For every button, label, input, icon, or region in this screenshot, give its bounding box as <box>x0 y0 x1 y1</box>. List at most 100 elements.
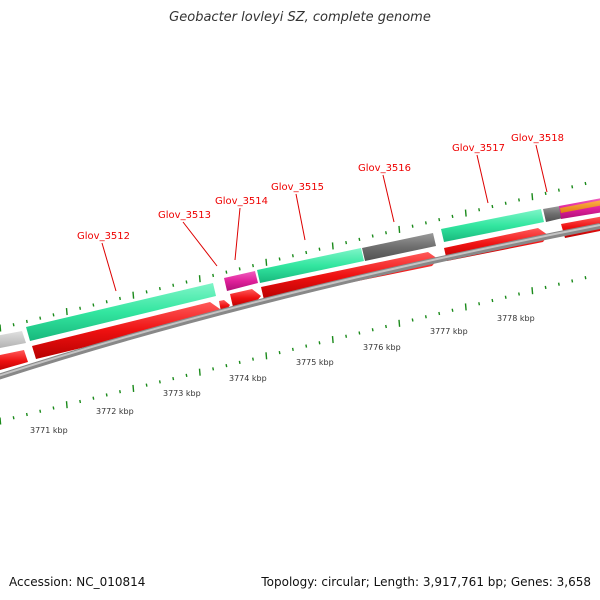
upper-tick <box>305 250 308 255</box>
lower-tick <box>158 380 161 384</box>
lower-tick <box>92 396 95 400</box>
leader-glov-3514 <box>234 207 241 261</box>
lower-tick-row <box>0 276 587 425</box>
upper-tick <box>158 286 161 291</box>
lower-tick <box>25 412 28 417</box>
lower-tick <box>212 367 215 371</box>
upper-tick <box>0 324 2 332</box>
upper-tick <box>411 224 414 228</box>
upper-tick <box>318 247 321 251</box>
upper-tick <box>291 254 294 258</box>
lower-tick <box>451 308 454 312</box>
lower-tick <box>544 285 547 290</box>
upper-tick <box>371 234 374 238</box>
lower-tick <box>79 399 82 404</box>
genome-backbone-highlight <box>0 224 600 377</box>
leader-glov-3512 <box>101 242 117 292</box>
upper-tick <box>438 217 441 222</box>
lower-tick <box>185 373 188 378</box>
upper-tick <box>518 198 520 202</box>
upper-tick <box>478 208 481 212</box>
feature-green-1 <box>26 283 216 341</box>
scale-label-3774: 3774 kbp <box>229 374 267 383</box>
lower-tick <box>198 368 201 376</box>
upper-tick <box>358 237 361 241</box>
scale-label-3775: 3775 kbp <box>296 358 334 367</box>
upper-tick <box>571 185 574 189</box>
gene-label-glov-3518: Glov_3518 <box>511 133 564 144</box>
upper-tick <box>504 201 507 205</box>
upper-tick <box>65 308 68 316</box>
lower-tick <box>331 335 334 344</box>
upper-tick <box>345 240 348 245</box>
topology-summary: Topology: circular; Length: 3,917,761 bp… <box>261 575 591 589</box>
upper-tick-row <box>0 181 587 332</box>
lower-tick <box>424 315 427 319</box>
feature-magenta <box>224 271 258 291</box>
scale-labels: 3771 kbp 3772 kbp 3773 kbp 3774 kbp 3775… <box>30 314 535 435</box>
accession-text: Accession: NC_010814 <box>9 575 146 589</box>
lower-tick <box>265 352 268 360</box>
feature-light-grey <box>0 331 26 349</box>
upper-tick <box>132 291 135 299</box>
upper-tick <box>385 231 387 235</box>
leader-glov-3516 <box>382 174 395 223</box>
lower-tick <box>318 341 321 345</box>
gene-label-glov-3514: Glov_3514 <box>215 196 268 207</box>
upper-tick <box>79 306 82 310</box>
upper-tick <box>544 191 547 196</box>
lower-tick <box>491 298 494 303</box>
lower-tick <box>398 319 401 327</box>
upper-tick <box>531 193 534 201</box>
feature-grey-1 <box>362 233 436 261</box>
lower-tick <box>278 350 281 355</box>
lower-tick <box>584 276 587 280</box>
upper-tick <box>52 313 55 317</box>
upper-tick <box>491 204 494 209</box>
upper-tick <box>145 290 148 294</box>
lower-tick <box>145 383 148 387</box>
feature-track <box>0 198 600 349</box>
upper-tick <box>451 214 454 218</box>
upper-tick <box>105 300 108 304</box>
lower-tick <box>105 393 108 397</box>
upper-tick <box>557 188 560 192</box>
leader-glov-3518 <box>535 144 548 193</box>
cds-arrow-1 <box>32 302 220 359</box>
lower-tick <box>358 331 361 335</box>
upper-tick <box>225 270 228 274</box>
lower-tick <box>225 363 228 368</box>
lower-tick <box>238 360 241 364</box>
upper-tick <box>464 209 467 217</box>
feature-green-3 <box>441 209 544 242</box>
lower-tick <box>345 334 348 338</box>
upper-tick <box>212 273 215 278</box>
scale-label-3772: 3772 kbp <box>96 407 134 416</box>
gene-label-glov-3516: Glov_3516 <box>358 163 411 174</box>
gene-label-glov-3512: Glov_3512 <box>77 231 130 242</box>
lower-tick <box>504 295 507 299</box>
cds-arrow-0 <box>0 350 28 370</box>
lower-tick <box>464 303 467 311</box>
gene-leaders <box>101 144 548 292</box>
lower-tick <box>172 377 175 381</box>
feature-grey-2 <box>543 206 563 222</box>
map-title: Geobacter lovleyi SZ, complete genome <box>169 10 431 25</box>
scale-label-3777: 3777 kbp <box>430 327 468 336</box>
feature-orange-band <box>560 200 600 213</box>
upper-tick <box>238 267 241 271</box>
lower-tick <box>12 416 15 420</box>
gene-label-glov-3513: Glov_3513 <box>158 210 211 221</box>
lower-tick <box>571 279 574 283</box>
genome-backbone <box>0 223 600 380</box>
upper-tick <box>252 263 254 268</box>
lower-tick <box>305 344 308 348</box>
upper-tick <box>398 225 401 234</box>
leader-glov-3513 <box>182 221 218 267</box>
lower-tick <box>119 390 121 394</box>
gene-labels: Glov_3512 Glov_3513 Glov_3514 Glov_3515 … <box>77 133 564 242</box>
upper-tick <box>265 258 268 266</box>
scale-label-3771: 3771 kbp <box>30 426 68 435</box>
gene-label-glov-3517: Glov_3517 <box>452 143 505 154</box>
lower-tick <box>0 417 2 425</box>
